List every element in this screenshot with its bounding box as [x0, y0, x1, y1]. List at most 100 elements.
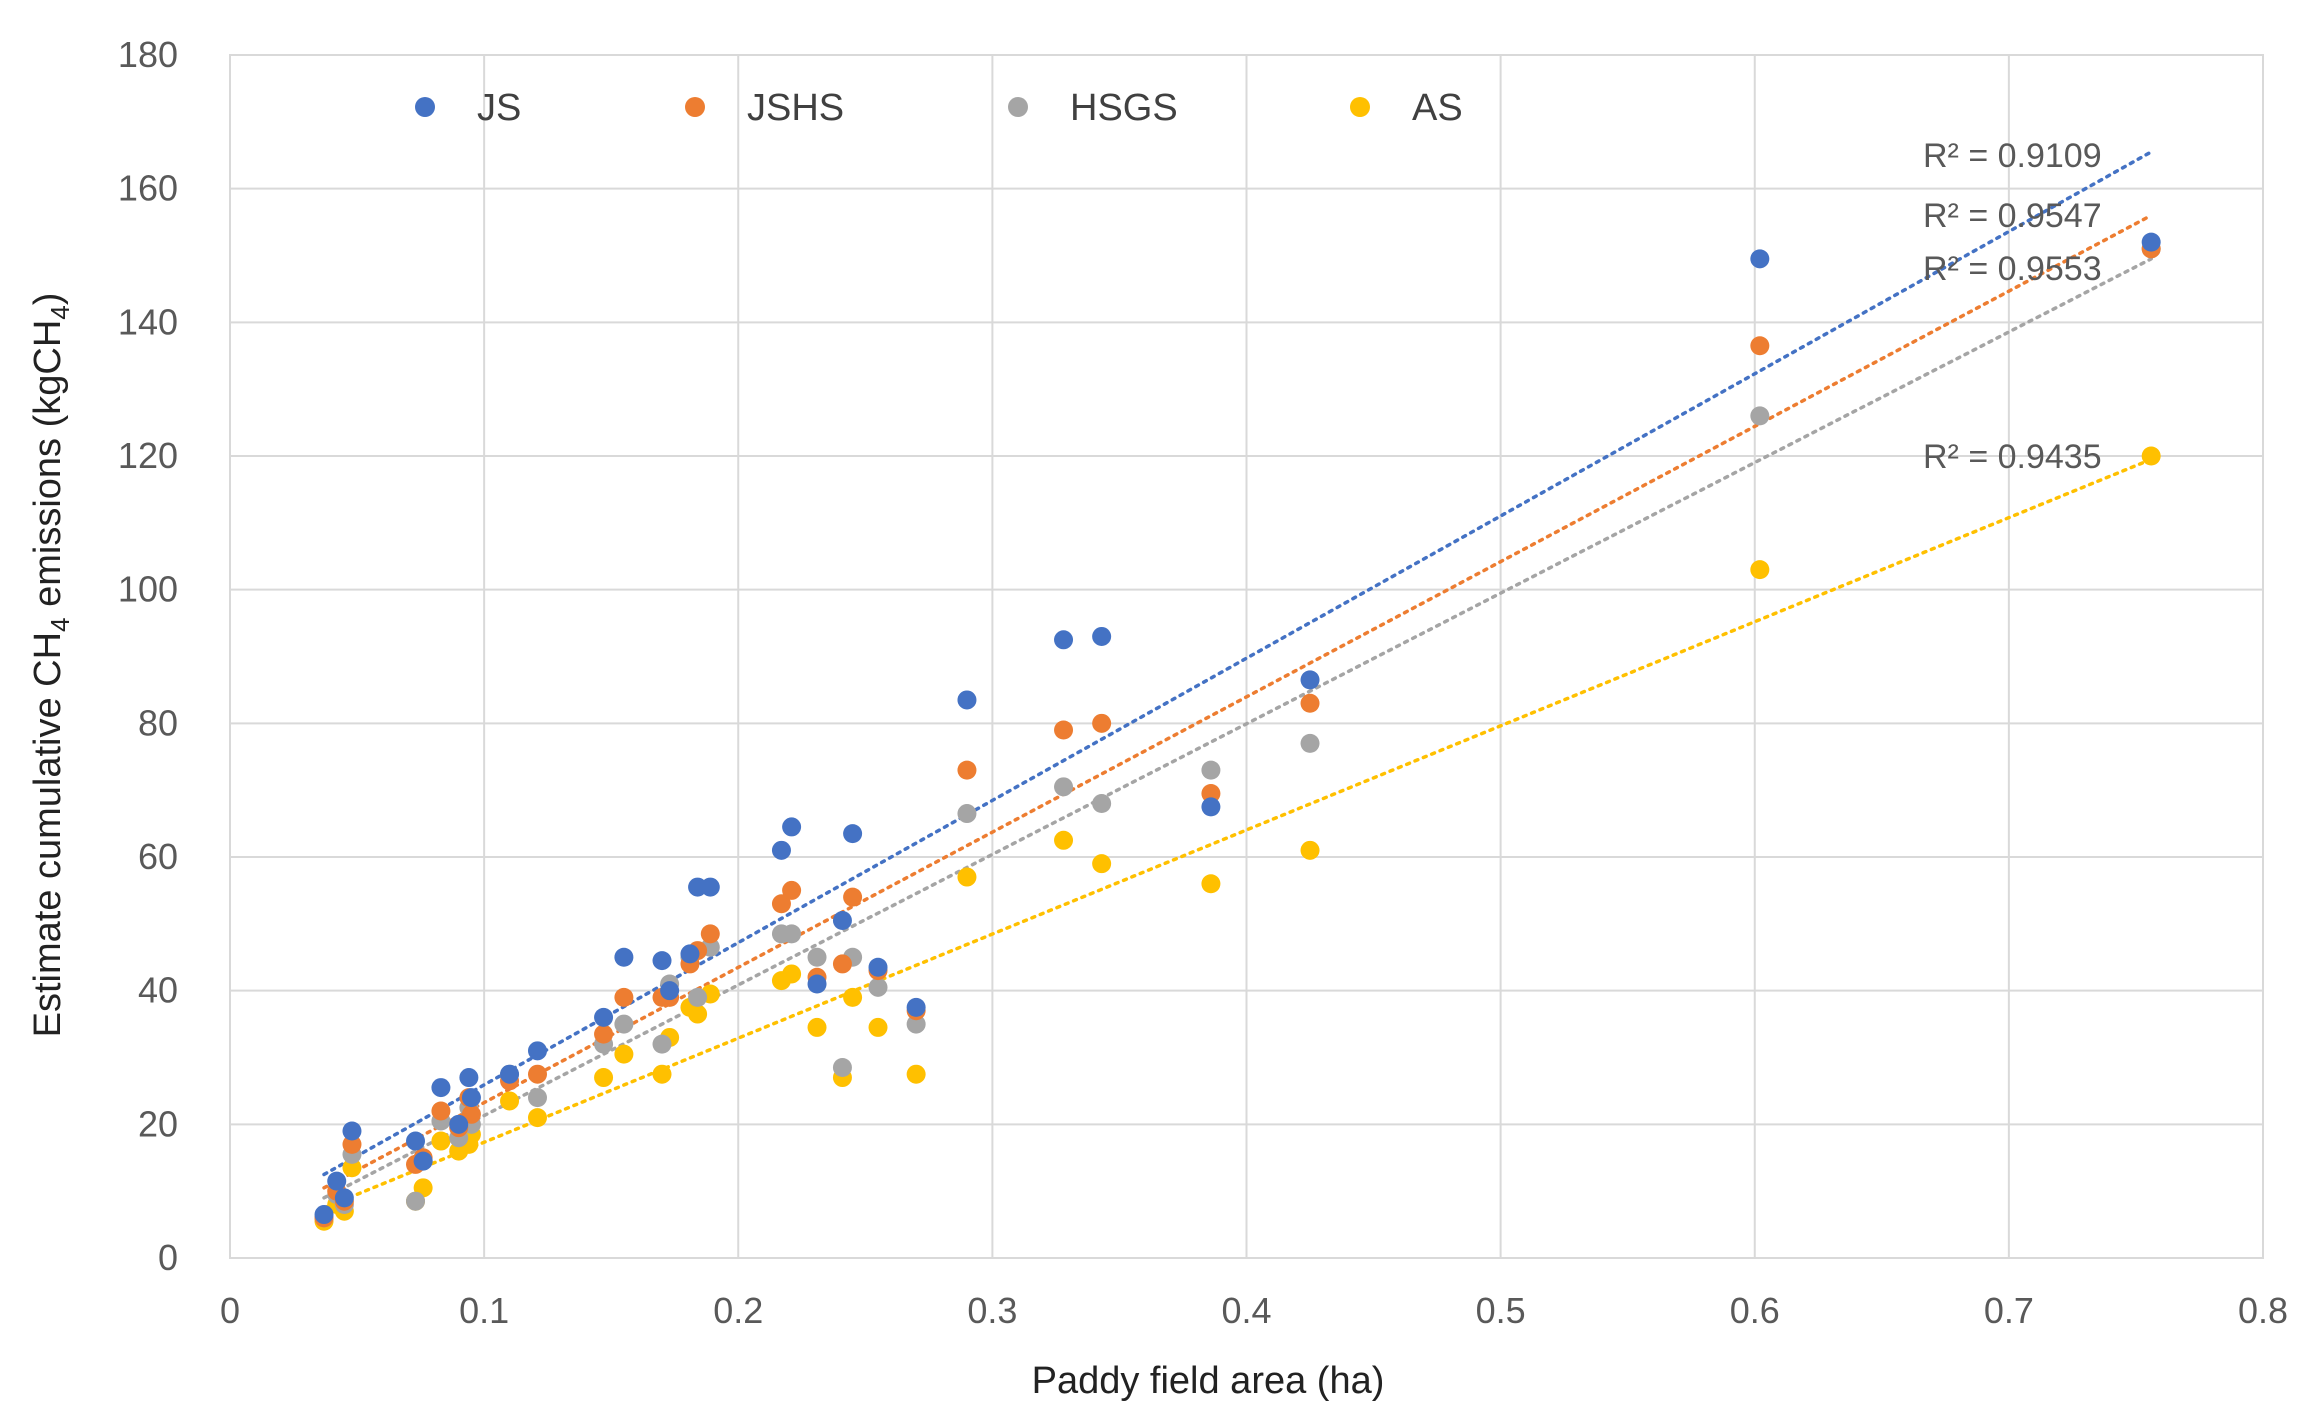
- y-axis-title: Estimate cumulative CH4 emissions (kgCH4…: [27, 293, 75, 1038]
- y-tick-label: 80: [138, 702, 178, 743]
- legend-label-jshs: JSHS: [747, 87, 844, 129]
- point-hsgs: [527, 1088, 547, 1108]
- point-as: [1750, 560, 1770, 580]
- point-hsgs: [832, 1058, 852, 1078]
- point-js: [614, 947, 634, 967]
- point-jshs: [614, 987, 634, 1007]
- trendline-hsgs: [322, 257, 2153, 1200]
- y-tick-label: 0: [158, 1237, 178, 1278]
- legend-marker-js: [415, 97, 435, 117]
- legend-marker-hsgs: [1008, 97, 1028, 117]
- point-as: [1300, 840, 1320, 860]
- y-axis-title-sub-2: 4: [45, 305, 75, 319]
- point-js: [459, 1068, 479, 1088]
- point-hsgs: [1092, 794, 1112, 814]
- point-as: [957, 867, 977, 887]
- point-jshs: [832, 954, 852, 974]
- point-js: [594, 1007, 614, 1027]
- legend-marker-jshs: [685, 97, 705, 117]
- r-squared-label-as: R² = 0.9435: [1923, 438, 2102, 476]
- point-as: [688, 1004, 708, 1024]
- point-js: [771, 840, 791, 860]
- y-tick-label: 60: [138, 836, 178, 877]
- x-tick-label: 0.5: [1476, 1290, 1526, 1331]
- point-js: [334, 1188, 354, 1208]
- point-hsgs: [688, 987, 708, 1007]
- point-as: [527, 1108, 547, 1128]
- point-js: [1750, 249, 1770, 269]
- point-jshs: [431, 1101, 451, 1121]
- point-jshs: [527, 1064, 547, 1084]
- point-js: [660, 981, 680, 1001]
- trendline-js: [322, 150, 2153, 1177]
- point-as: [431, 1131, 451, 1151]
- x-tick-label: 0.6: [1730, 1290, 1780, 1331]
- point-hsgs: [957, 804, 977, 824]
- point-js: [500, 1064, 520, 1084]
- y-tick-label: 120: [118, 435, 178, 476]
- point-as: [782, 964, 802, 984]
- point-hsgs: [1750, 406, 1770, 426]
- point-js: [1201, 797, 1221, 817]
- point-jshs: [594, 1024, 614, 1044]
- point-jshs: [461, 1104, 481, 1124]
- r-squared-annotations: R² = 0.9109 R² = 0.9547 R² = 0.9553 R² = 0.…: [1923, 137, 2102, 476]
- legend-label-hsgs: HSGS: [1070, 87, 1178, 129]
- point-js: [431, 1078, 451, 1098]
- legend-label-js: JS: [477, 87, 521, 129]
- trendline-as: [322, 457, 2153, 1210]
- legend-marker-as: [1350, 97, 1370, 117]
- point-js: [327, 1171, 347, 1191]
- y-tick-label: 180: [118, 34, 178, 75]
- point-as: [1054, 830, 1074, 850]
- data-points: [314, 232, 2161, 1231]
- point-hsgs: [1201, 760, 1221, 780]
- point-as: [652, 1064, 672, 1084]
- x-tick-label: 0.2: [713, 1290, 763, 1331]
- point-as: [1092, 854, 1112, 874]
- point-jshs: [782, 880, 802, 900]
- point-as: [868, 1017, 888, 1037]
- point-js: [843, 824, 863, 844]
- x-tick-label: 0.3: [967, 1290, 1017, 1331]
- point-js: [868, 957, 888, 977]
- point-js: [461, 1088, 481, 1108]
- x-tick-label: 0.8: [2238, 1290, 2288, 1331]
- point-js: [652, 951, 672, 971]
- point-jshs: [1300, 693, 1320, 713]
- point-hsgs: [1054, 777, 1074, 797]
- point-as: [906, 1064, 926, 1084]
- y-axis-title-part-1: Estimate cumulative CH: [27, 632, 69, 1037]
- point-hsgs: [1300, 733, 1320, 753]
- point-js: [832, 910, 852, 930]
- point-jshs: [700, 924, 720, 944]
- point-hsgs: [906, 1014, 926, 1034]
- point-as: [594, 1068, 614, 1088]
- point-js: [782, 817, 802, 837]
- point-js: [700, 877, 720, 897]
- gridlines: [229, 54, 2264, 1259]
- point-js: [680, 944, 700, 964]
- point-hsgs: [652, 1034, 672, 1054]
- r-squared-label-jshs: R² = 0.9547: [1923, 197, 2102, 235]
- point-js: [527, 1041, 547, 1061]
- point-jshs: [1092, 713, 1112, 733]
- point-as: [500, 1091, 520, 1111]
- x-tick-label: 0: [220, 1290, 240, 1331]
- point-hsgs: [868, 977, 888, 997]
- plot-area-border: [229, 54, 2264, 1259]
- y-tick-label: 160: [118, 168, 178, 209]
- point-js: [413, 1151, 433, 1171]
- point-as: [843, 987, 863, 1007]
- y-tick-label: 40: [138, 970, 178, 1011]
- legend: JS JSHS HSGS AS: [415, 87, 1463, 129]
- point-jshs: [342, 1134, 362, 1154]
- point-as: [2141, 446, 2161, 466]
- point-as: [1201, 874, 1221, 894]
- point-js: [2141, 232, 2161, 252]
- point-hsgs: [406, 1191, 426, 1211]
- point-js: [906, 997, 926, 1017]
- r-squared-label-js: R² = 0.9109: [1923, 137, 2102, 175]
- point-js: [449, 1114, 469, 1134]
- x-axis-title: Paddy field area (ha): [1032, 1360, 1385, 1402]
